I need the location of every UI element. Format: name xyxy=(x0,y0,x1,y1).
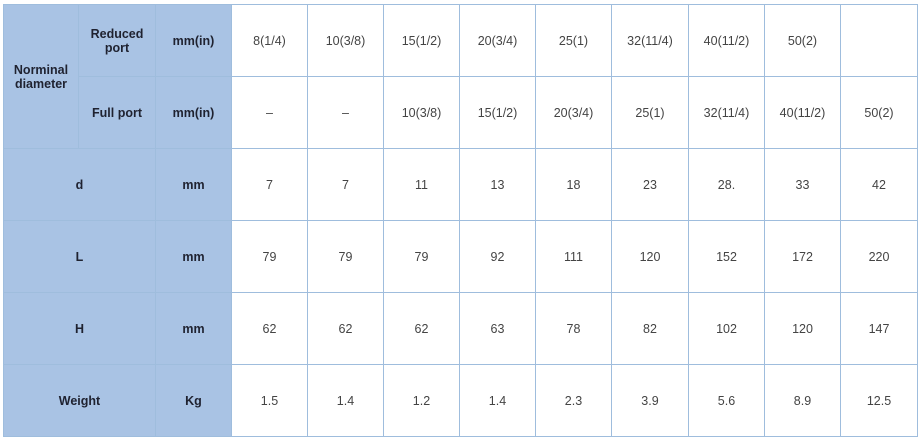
table-cell: 8(1/4) xyxy=(231,4,308,77)
table-cell: 120 xyxy=(611,220,689,293)
row-label: Weight xyxy=(3,364,156,437)
table-row-l: L mm 79 79 79 92 111 120 152 172 220 xyxy=(3,220,918,293)
full-port-unit: mm(in) xyxy=(155,76,232,149)
table-cell: 62 xyxy=(307,292,384,365)
table-cell: 111 xyxy=(535,220,612,293)
table-cell: 2.3 xyxy=(535,364,612,437)
table-row-d: d mm 7 7 11 13 18 23 28. 33 42 xyxy=(3,148,918,221)
table-cell: 78 xyxy=(535,292,612,365)
table-cell: 10(3/8) xyxy=(307,4,384,77)
table-cell: 10(3/8) xyxy=(383,76,460,149)
table-cell: – xyxy=(307,76,384,149)
table-cell: 20(3/4) xyxy=(459,4,536,77)
table-cell: 152 xyxy=(688,220,765,293)
row-unit: Kg xyxy=(155,364,232,437)
table-cell: 25(1) xyxy=(535,4,612,77)
table-cell: 3.9 xyxy=(611,364,689,437)
table-cell: 32(11/4) xyxy=(611,4,689,77)
table-cell: 82 xyxy=(611,292,689,365)
table-cell: 5.6 xyxy=(688,364,765,437)
table-cell: 220 xyxy=(840,220,918,293)
specification-table: Norminal diameter Reduced port mm(in) 8(… xyxy=(3,4,918,437)
table-cell: 102 xyxy=(688,292,765,365)
table-row-weight: Weight Kg 1.5 1.4 1.2 1.4 2.3 3.9 5.6 8.… xyxy=(3,364,918,437)
table-cell: 92 xyxy=(459,220,536,293)
table-cell xyxy=(840,4,918,77)
table-cell: 147 xyxy=(840,292,918,365)
table-row-h: H mm 62 62 62 63 78 82 102 120 147 xyxy=(3,292,918,365)
table-cell: 40(11/2) xyxy=(764,76,841,149)
table-cell: 50(2) xyxy=(840,76,918,149)
table-cell: 62 xyxy=(383,292,460,365)
row-label: L xyxy=(3,220,156,293)
table-cell: 79 xyxy=(383,220,460,293)
table-cell: 79 xyxy=(231,220,308,293)
table-cell: 18 xyxy=(535,148,612,221)
table-cell: 33 xyxy=(764,148,841,221)
table-cell: 62 xyxy=(231,292,308,365)
reduced-port-header: Reduced port xyxy=(78,4,156,77)
table-cell: 63 xyxy=(459,292,536,365)
table-cell: 8.9 xyxy=(764,364,841,437)
table-cell: 13 xyxy=(459,148,536,221)
table-cell: 42 xyxy=(840,148,918,221)
table-cell: 28. xyxy=(688,148,765,221)
nominal-diameter-header: Norminal diameter xyxy=(3,4,79,149)
table-cell: 11 xyxy=(383,148,460,221)
full-port-header: Full port xyxy=(78,76,156,149)
row-unit: mm xyxy=(155,292,232,365)
table-cell: 79 xyxy=(307,220,384,293)
table-cell: 120 xyxy=(764,292,841,365)
table-cell: 50(2) xyxy=(764,4,841,77)
table-cell: 1.5 xyxy=(231,364,308,437)
table-cell: 172 xyxy=(764,220,841,293)
reduced-port-unit: mm(in) xyxy=(155,4,232,77)
table-cell: 25(1) xyxy=(611,76,689,149)
table-cell: 15(1/2) xyxy=(383,4,460,77)
table-cell: – xyxy=(231,76,308,149)
table-cell: 40(11/2) xyxy=(688,4,765,77)
full-port-row: Full port mm(in) – – 10(3/8) 15(1/2) 20(… xyxy=(4,76,918,149)
row-unit: mm xyxy=(155,220,232,293)
table-cell: 7 xyxy=(307,148,384,221)
table-cell: 1.4 xyxy=(307,364,384,437)
reduced-port-row: Norminal diameter Reduced port mm(in) 8(… xyxy=(3,4,918,149)
table-cell: 20(3/4) xyxy=(535,76,612,149)
table-cell: 12.5 xyxy=(840,364,918,437)
table-cell: 15(1/2) xyxy=(459,76,536,149)
table-cell: 32(11/4) xyxy=(688,76,765,149)
table-cell: 1.2 xyxy=(383,364,460,437)
table-cell: 1.4 xyxy=(459,364,536,437)
row-label: d xyxy=(3,148,156,221)
row-unit: mm xyxy=(155,148,232,221)
table-cell: 23 xyxy=(611,148,689,221)
row-label: H xyxy=(3,292,156,365)
table-cell: 7 xyxy=(231,148,308,221)
